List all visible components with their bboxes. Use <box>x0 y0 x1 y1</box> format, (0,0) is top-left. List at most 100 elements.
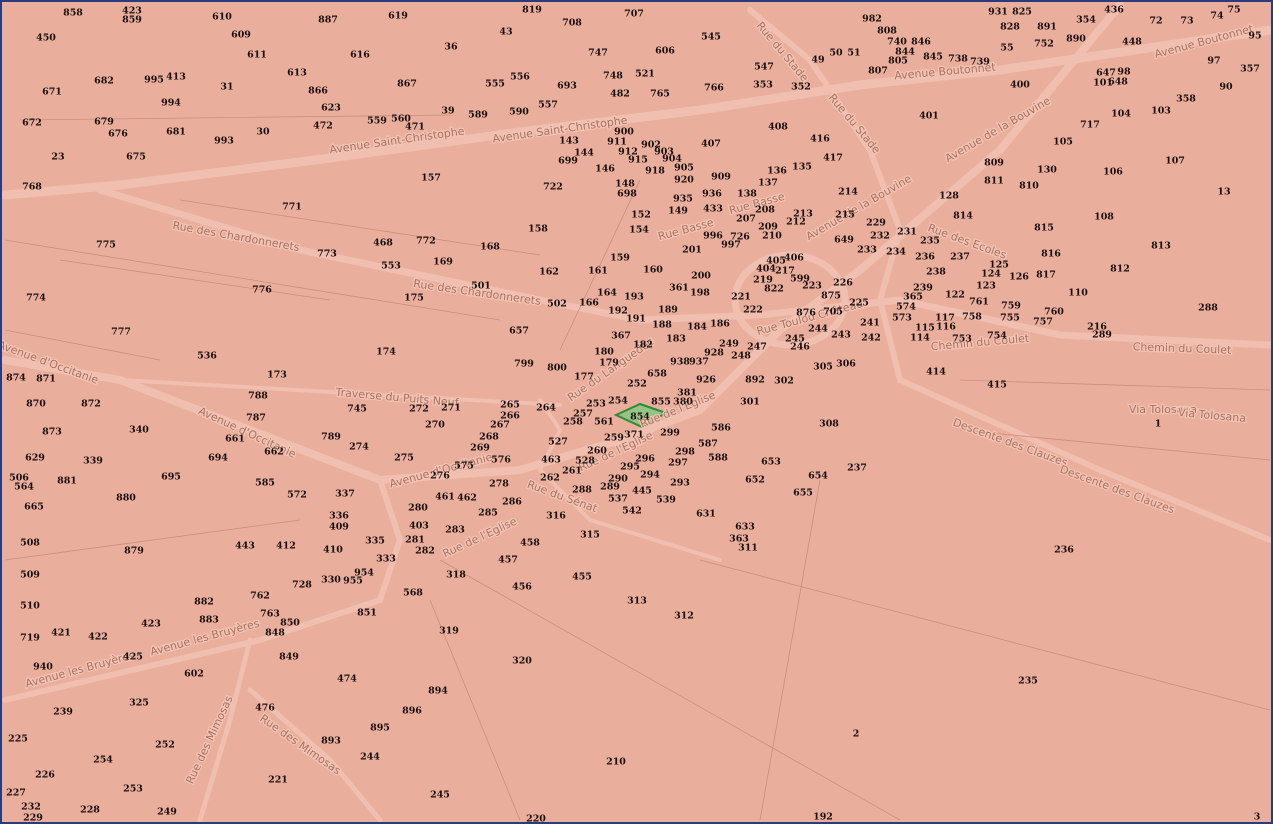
parcel-number: 993 <box>214 136 234 147</box>
parcel-number: 745 <box>347 404 367 415</box>
parcel-number: 217 <box>775 266 795 277</box>
parcel-number: 207 <box>736 214 756 225</box>
parcel-number: 264 <box>536 403 556 414</box>
parcel-number: 763 <box>260 609 280 620</box>
parcel-number: 30 <box>256 127 270 138</box>
parcel-number: 936 <box>702 189 722 200</box>
parcel-number: 675 <box>126 152 146 163</box>
parcel-number: 476 <box>255 703 275 714</box>
selected-parcel[interactable] <box>613 402 669 429</box>
parcel-number: 896 <box>402 706 422 717</box>
parcel-number: 227 <box>6 788 26 799</box>
parcel-number: 671 <box>42 87 62 98</box>
parcel-number: 352 <box>791 82 811 93</box>
parcel-number: 182 <box>633 340 653 351</box>
parcel-number: 891 <box>1037 22 1057 33</box>
parcel-number: 905 <box>674 163 694 174</box>
parcel-number: 275 <box>394 453 414 464</box>
parcel-number: 336 <box>329 511 349 522</box>
parcel-number: 859 <box>122 15 142 26</box>
parcel-number: 281 <box>405 535 425 546</box>
parcel-number: 462 <box>457 493 477 504</box>
parcel-number: 193 <box>624 292 644 303</box>
parcel-number: 316 <box>546 511 566 522</box>
parcel-number: 876 <box>796 308 816 319</box>
parcel-number: 761 <box>969 297 989 308</box>
parcel-number: 765 <box>650 89 670 100</box>
parcel-number: 260 <box>587 446 607 457</box>
parcel-number: 754 <box>987 331 1007 342</box>
parcel-number: 509 <box>20 570 40 581</box>
parcel-number: 175 <box>404 293 424 304</box>
parcel-number: 528 <box>575 456 595 467</box>
parcel-number: 143 <box>559 136 579 147</box>
parcel-number: 267 <box>490 420 510 431</box>
parcel-number: 271 <box>441 403 461 414</box>
parcel-number: 222 <box>743 305 763 316</box>
parcel-number: 365 <box>903 292 923 303</box>
parcel-number: 858 <box>63 8 83 19</box>
parcel-number: 599 <box>790 274 810 285</box>
parcel-number: 556 <box>510 72 530 83</box>
parcel-number: 288 <box>1198 303 1218 314</box>
parcel-number: 241 <box>860 318 880 329</box>
parcel-number: 753 <box>952 334 972 345</box>
parcel-number: 288 <box>572 485 592 496</box>
parcel-number: 236 <box>1054 545 1074 556</box>
parcel-number: 244 <box>808 324 828 335</box>
parcel-number: 589 <box>468 110 488 121</box>
parcel-number: 471 <box>405 122 425 133</box>
parcel-number: 502 <box>547 299 567 310</box>
parcel-number: 125 <box>989 260 1009 271</box>
parcel-number: 216 <box>1087 322 1107 333</box>
parcel-number: 506 <box>9 473 29 484</box>
parcel-number: 215 <box>835 210 855 221</box>
parcel-number: 257 <box>573 409 593 420</box>
parcel-number: 415 <box>987 380 1007 391</box>
parcel-number: 219 <box>753 275 773 286</box>
parcel-number: 445 <box>632 486 652 497</box>
parcel-number: 937 <box>689 357 709 368</box>
parcel-number: 380 <box>673 397 693 408</box>
parcel-number: 654 <box>808 471 828 482</box>
parcel-number: 73 <box>1180 16 1193 27</box>
parcel-number: 585 <box>255 478 275 489</box>
parcel-number: 299 <box>660 428 680 439</box>
parcel-number: 994 <box>161 98 181 109</box>
parcel-number: 768 <box>22 182 42 193</box>
parcel-number: 49 <box>811 55 825 66</box>
parcel-number: 293 <box>670 478 690 489</box>
parcel-number: 848 <box>265 628 285 639</box>
parcel-number: 108 <box>1094 212 1114 223</box>
parcel-number: 164 <box>597 288 617 299</box>
parcel-number: 542 <box>622 506 642 517</box>
parcel-number: 103 <box>1151 106 1171 117</box>
parcel-number: 619 <box>388 11 408 22</box>
parcel-number: 208 <box>755 205 775 216</box>
parcel-number: 162 <box>539 267 559 278</box>
parcel-number: 381 <box>677 388 697 399</box>
parcel-number: 261 <box>562 466 582 477</box>
parcel-number: 280 <box>408 503 428 514</box>
parcel-number: 995 <box>144 75 164 86</box>
parcel-number: 873 <box>42 427 62 438</box>
parcel-number: 766 <box>704 83 724 94</box>
parcel-number: 572 <box>287 490 307 501</box>
parcel-number: 912 <box>618 147 638 158</box>
parcel-number: 298 <box>675 447 695 458</box>
parcel-number: 537 <box>608 494 628 505</box>
parcel-number: 757 <box>1033 317 1053 328</box>
parcel-number: 245 <box>430 790 450 801</box>
parcel-number: 137 <box>758 178 778 189</box>
parcel-number: 226 <box>833 278 853 289</box>
parcel-number: 918 <box>645 166 665 177</box>
parcel-number: 416 <box>810 134 830 145</box>
parcel-number: 200 <box>691 271 711 282</box>
parcel-number: 404 <box>756 264 776 275</box>
parcel-number: 354 <box>1076 15 1096 26</box>
parcel-number: 879 <box>124 546 144 557</box>
parcel-number: 302 <box>774 376 794 387</box>
parcel-number: 225 <box>849 298 869 309</box>
parcel-number: 159 <box>610 253 630 264</box>
